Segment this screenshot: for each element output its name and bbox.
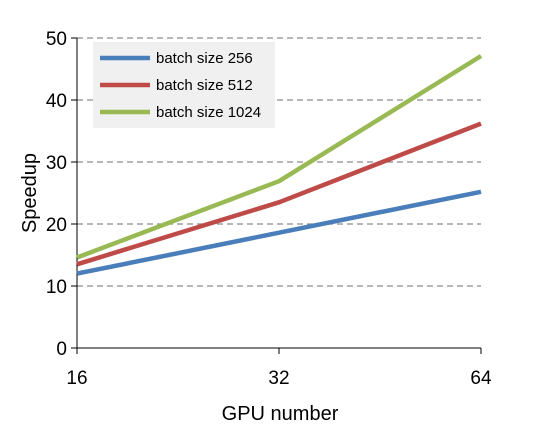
- legend-label: batch size 1024: [156, 104, 261, 121]
- x-axis-ticks: 16 32 64: [66, 348, 492, 389]
- legend: batch size 256 batch size 512 batch size 1…: [93, 42, 275, 128]
- y-tick-label: 50: [46, 29, 67, 50]
- x-tick-label: 64: [470, 368, 492, 389]
- y-tick-label: 30: [46, 153, 67, 174]
- series-line-batch-size-256: [76, 189, 482, 276]
- y-tick-label: 40: [46, 91, 67, 112]
- grid-lines: [77, 37, 481, 287]
- legend-label: batch size 512: [156, 77, 253, 94]
- x-tick-label: 16: [66, 368, 87, 389]
- y-tick-label: 20: [46, 215, 67, 236]
- y-tick-label: 10: [46, 277, 67, 298]
- series-lines: [76, 54, 483, 276]
- series-line-batch-size-512: [76, 121, 482, 267]
- x-tick-label: 32: [268, 368, 289, 389]
- y-axis-title: Speedup: [19, 153, 41, 233]
- y-tick-label: 0: [56, 339, 67, 360]
- legend-label: batch size 256: [156, 50, 253, 67]
- y-axis-ticks: 0 10 20 30 40 50: [46, 29, 77, 360]
- x-axis-title: GPU number: [222, 403, 339, 425]
- series-line-batch-size-1024: [76, 54, 483, 260]
